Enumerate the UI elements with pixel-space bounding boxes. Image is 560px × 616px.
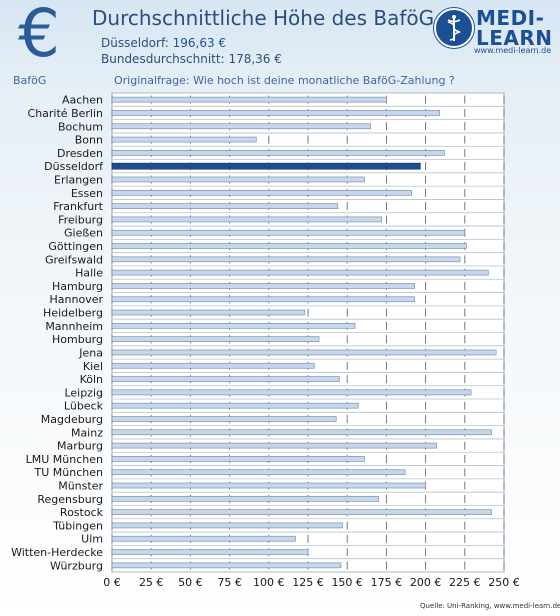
city-label: Düsseldorf: xyxy=(101,36,169,50)
x-tick-label: 50 € xyxy=(178,576,203,589)
logo-line2: LEARN xyxy=(476,26,553,50)
bar xyxy=(111,189,412,196)
city-value: 196,63 € xyxy=(172,36,227,50)
source-note: Quelle: Uni-Ranking, www.medi-learn.de xyxy=(420,602,560,610)
x-tick-label: 200 € xyxy=(410,576,442,589)
bar xyxy=(111,269,489,276)
category-label: Tübingen xyxy=(52,519,103,532)
category-label: Regensburg xyxy=(37,493,103,506)
logo-line1: MEDI- xyxy=(476,6,545,30)
bar xyxy=(111,296,415,303)
category-label: Gießen xyxy=(64,227,103,240)
bar xyxy=(111,256,461,263)
category-label: Freiburg xyxy=(58,213,103,226)
category-label: Göttingen xyxy=(48,240,103,253)
city-value-line: Düsseldorf: 196,63 € xyxy=(101,36,226,50)
logo-url: www.medi-learn.de xyxy=(474,46,552,55)
category-label: Essen xyxy=(71,187,103,200)
category-label: LMU München xyxy=(26,453,103,466)
category-label: Leipzig xyxy=(64,386,103,399)
category-label: Aachen xyxy=(62,94,103,107)
question-text: Originalfrage: Wie hoch ist deine monatl… xyxy=(114,74,455,87)
category-label: Würzburg xyxy=(50,559,103,572)
category-label: Hannover xyxy=(50,293,104,306)
category-label: Düsseldorf xyxy=(44,160,104,173)
bar xyxy=(111,336,320,342)
bar xyxy=(111,123,372,130)
category-label: Bochum xyxy=(58,120,103,133)
bar xyxy=(111,482,426,489)
x-tick-label: 25 € xyxy=(139,576,164,589)
bar xyxy=(111,535,296,542)
bar xyxy=(111,216,383,223)
category-label: Bonn xyxy=(75,134,103,147)
category-label: Erlangen xyxy=(54,173,103,186)
bar xyxy=(111,309,306,316)
category-label: Köln xyxy=(80,373,103,386)
bar xyxy=(111,150,445,156)
bar xyxy=(111,522,343,529)
category-label: Homburg xyxy=(52,333,103,346)
category-label: Dresden xyxy=(57,147,103,160)
header: € Durchschnittliche Höhe des BaföG Düsse… xyxy=(0,0,560,72)
category-label: Rostock xyxy=(60,506,104,519)
x-tick-label: 0 € xyxy=(103,576,121,589)
category-label: Marburg xyxy=(57,440,103,453)
x-tick-label: 100 € xyxy=(253,576,285,589)
bar xyxy=(111,323,356,329)
bar xyxy=(111,389,472,396)
bar xyxy=(111,562,342,569)
bar xyxy=(111,203,339,209)
category-label: Charité Berlin xyxy=(28,107,103,120)
bar xyxy=(111,110,441,116)
bar xyxy=(111,416,337,422)
category-label: Münster xyxy=(58,480,103,493)
category-label: Heidelberg xyxy=(43,307,103,320)
category-label: Jena xyxy=(78,346,103,359)
x-tick-label: 225 € xyxy=(449,576,481,589)
x-tick-label: 175 € xyxy=(371,576,403,589)
category-label: Magdeburg xyxy=(41,413,103,426)
category-label: Mannheim xyxy=(45,320,103,333)
bar xyxy=(111,229,466,236)
x-tick-label: 125 € xyxy=(292,576,324,589)
x-tick-label: 75 € xyxy=(217,576,242,589)
chart-title: Durchschnittliche Höhe des BaföG xyxy=(92,6,435,30)
section-label: BaföG xyxy=(13,74,47,87)
bar xyxy=(111,549,309,555)
x-tick-label: 150 € xyxy=(331,576,363,589)
bar xyxy=(111,349,497,356)
bar xyxy=(111,96,387,103)
bar xyxy=(111,456,365,462)
national-average: Bundesdurchschnitt: 178,36 € xyxy=(101,52,282,66)
category-label: Kiel xyxy=(83,360,103,373)
category-label: Ulm xyxy=(81,533,103,546)
category-label: Frankfurt xyxy=(53,200,103,213)
category-label: Halle xyxy=(75,267,103,280)
category-label: TU München xyxy=(34,466,103,479)
bar xyxy=(111,442,437,449)
category-label: Lübeck xyxy=(64,400,104,413)
euro-sign-icon: € xyxy=(18,0,60,72)
category-label: Mainz xyxy=(71,426,103,439)
bar xyxy=(111,176,365,183)
bar xyxy=(111,495,379,502)
bar-highlight xyxy=(111,162,421,170)
bar xyxy=(111,376,340,382)
bar xyxy=(111,243,467,249)
x-tick-label: 250 € xyxy=(488,576,520,589)
bar xyxy=(111,469,406,476)
bar xyxy=(111,429,492,436)
category-label: Greifswald xyxy=(45,253,103,266)
bar xyxy=(111,136,257,143)
bar xyxy=(111,509,492,515)
bar xyxy=(111,283,415,289)
bar xyxy=(111,402,359,409)
medi-learn-logo: MEDI- LEARN www.medi-learn.de xyxy=(434,6,554,56)
category-label: Hamburg xyxy=(52,280,103,293)
category-label: Witten-Herdecke xyxy=(11,546,103,559)
caduceus-icon xyxy=(434,8,474,48)
bar xyxy=(111,362,315,369)
